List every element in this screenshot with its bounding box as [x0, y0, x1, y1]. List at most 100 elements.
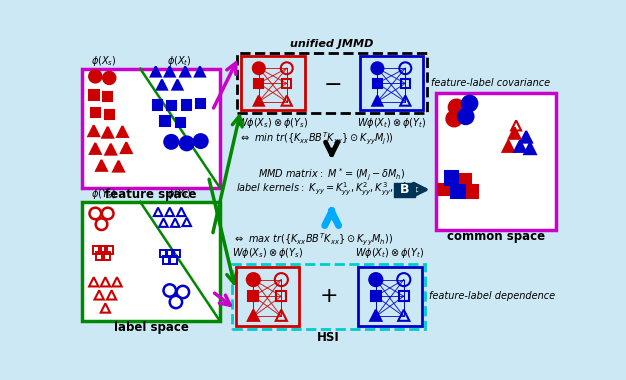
- Circle shape: [180, 136, 193, 150]
- Bar: [196, 99, 205, 108]
- Bar: [241, 56, 305, 110]
- Polygon shape: [157, 80, 167, 90]
- Polygon shape: [88, 125, 99, 136]
- Bar: [394, 183, 416, 196]
- Bar: [235, 267, 299, 326]
- Bar: [445, 171, 458, 185]
- Text: B: B: [400, 183, 409, 196]
- Bar: [464, 185, 478, 198]
- Text: HSI: HSI: [317, 331, 340, 344]
- Bar: [237, 53, 427, 113]
- Polygon shape: [165, 66, 175, 76]
- Bar: [371, 291, 381, 301]
- Bar: [399, 291, 409, 301]
- Text: common space: common space: [447, 230, 545, 244]
- Text: $label\ kernels:\ K_{yy}=K^1_{yy},K^2_{yy},K^3_{yy},K^4_{yy}$: $label\ kernels:\ K_{yy}=K^1_{yy},K^2_{y…: [237, 180, 411, 198]
- Bar: [89, 90, 99, 100]
- Bar: [232, 263, 426, 329]
- Text: $\Leftrightarrow$ min $tr(\{K_{xx}BB^TK_{xx}\}\odot K_{yy}M_j))$: $\Leftrightarrow$ min $tr(\{K_{xx}BB^TK_…: [239, 130, 394, 147]
- Circle shape: [369, 273, 382, 286]
- Circle shape: [449, 100, 464, 115]
- Bar: [91, 108, 100, 117]
- Circle shape: [253, 62, 265, 74]
- Bar: [359, 56, 423, 110]
- Circle shape: [247, 273, 260, 286]
- Circle shape: [462, 96, 478, 111]
- Bar: [282, 79, 291, 88]
- Bar: [436, 93, 557, 230]
- Polygon shape: [90, 143, 101, 154]
- Bar: [105, 246, 113, 253]
- Bar: [153, 100, 162, 109]
- Text: $W\phi(X_t)\otimes\phi(Y_t)$: $W\phi(X_t)\otimes\phi(Y_t)$: [357, 116, 426, 130]
- Bar: [105, 109, 114, 119]
- Text: $\phi(Y_s)$: $\phi(Y_s)$: [91, 187, 116, 201]
- Text: $-$: $-$: [323, 73, 341, 93]
- Circle shape: [458, 109, 473, 124]
- Circle shape: [164, 135, 178, 149]
- Text: feature-label dependence: feature-label dependence: [429, 291, 555, 301]
- Polygon shape: [105, 144, 116, 155]
- Bar: [372, 79, 382, 88]
- Text: feature-label covariance: feature-label covariance: [431, 78, 550, 88]
- Bar: [458, 174, 471, 187]
- Circle shape: [89, 70, 101, 82]
- Polygon shape: [195, 66, 205, 76]
- Bar: [249, 291, 259, 301]
- Polygon shape: [372, 96, 382, 106]
- Polygon shape: [524, 142, 536, 154]
- Polygon shape: [102, 127, 113, 138]
- Text: $MMD\ matrix:\ M^*=(M_j-\delta M_h)$: $MMD\ matrix:\ M^*=(M_j-\delta M_h)$: [258, 167, 406, 184]
- Text: $\phi(X_s)$: $\phi(X_s)$: [91, 54, 116, 68]
- Bar: [172, 250, 180, 257]
- Bar: [99, 246, 107, 253]
- Text: feature space: feature space: [105, 188, 197, 201]
- Bar: [160, 250, 167, 257]
- Text: unified JMMD: unified JMMD: [290, 39, 374, 49]
- Bar: [103, 92, 112, 101]
- Circle shape: [446, 111, 462, 127]
- Polygon shape: [151, 66, 161, 76]
- Bar: [160, 116, 170, 126]
- Bar: [169, 256, 177, 263]
- Circle shape: [193, 134, 208, 148]
- Circle shape: [103, 72, 115, 84]
- Polygon shape: [117, 126, 128, 137]
- Text: $W\phi(X_s)\otimes\phi(Y_s)$: $W\phi(X_s)\otimes\phi(Y_s)$: [237, 116, 309, 130]
- Polygon shape: [254, 96, 264, 106]
- Polygon shape: [509, 127, 520, 139]
- Bar: [82, 202, 220, 321]
- Text: $W\phi(X_t)\otimes\phi(Y_t)$: $W\phi(X_t)\otimes\phi(Y_t)$: [355, 247, 424, 260]
- Text: $\Leftrightarrow$ max $tr(\{K_{xx}BB^TK_{xx}\}\odot K_{yy}M_h))$: $\Leftrightarrow$ max $tr(\{K_{xx}BB^TK_…: [233, 232, 393, 248]
- Polygon shape: [172, 80, 183, 90]
- Bar: [163, 256, 170, 263]
- Bar: [276, 291, 287, 301]
- Polygon shape: [248, 310, 259, 321]
- Bar: [96, 252, 104, 260]
- Polygon shape: [514, 140, 526, 152]
- Text: label space: label space: [114, 321, 188, 334]
- Bar: [166, 250, 173, 257]
- Polygon shape: [180, 66, 190, 76]
- Bar: [176, 118, 185, 127]
- Text: $+$: $+$: [319, 286, 337, 306]
- Polygon shape: [121, 142, 131, 153]
- Bar: [401, 79, 410, 88]
- Polygon shape: [370, 310, 381, 321]
- Bar: [451, 185, 464, 198]
- Bar: [102, 252, 110, 260]
- Bar: [167, 101, 176, 110]
- Bar: [82, 69, 220, 188]
- Bar: [254, 79, 264, 88]
- Bar: [438, 184, 450, 195]
- Bar: [93, 246, 101, 253]
- Bar: [358, 267, 421, 326]
- Polygon shape: [503, 140, 514, 152]
- Circle shape: [371, 62, 383, 74]
- Text: $\phi(Y_t)$: $\phi(Y_t)$: [167, 187, 191, 201]
- Text: $W\phi(X_s)\otimes\phi(Y_s)$: $W\phi(X_s)\otimes\phi(Y_s)$: [232, 247, 303, 260]
- Polygon shape: [520, 131, 532, 142]
- Bar: [182, 100, 192, 109]
- Polygon shape: [96, 160, 107, 171]
- Text: $\phi(X_t)$: $\phi(X_t)$: [167, 54, 192, 68]
